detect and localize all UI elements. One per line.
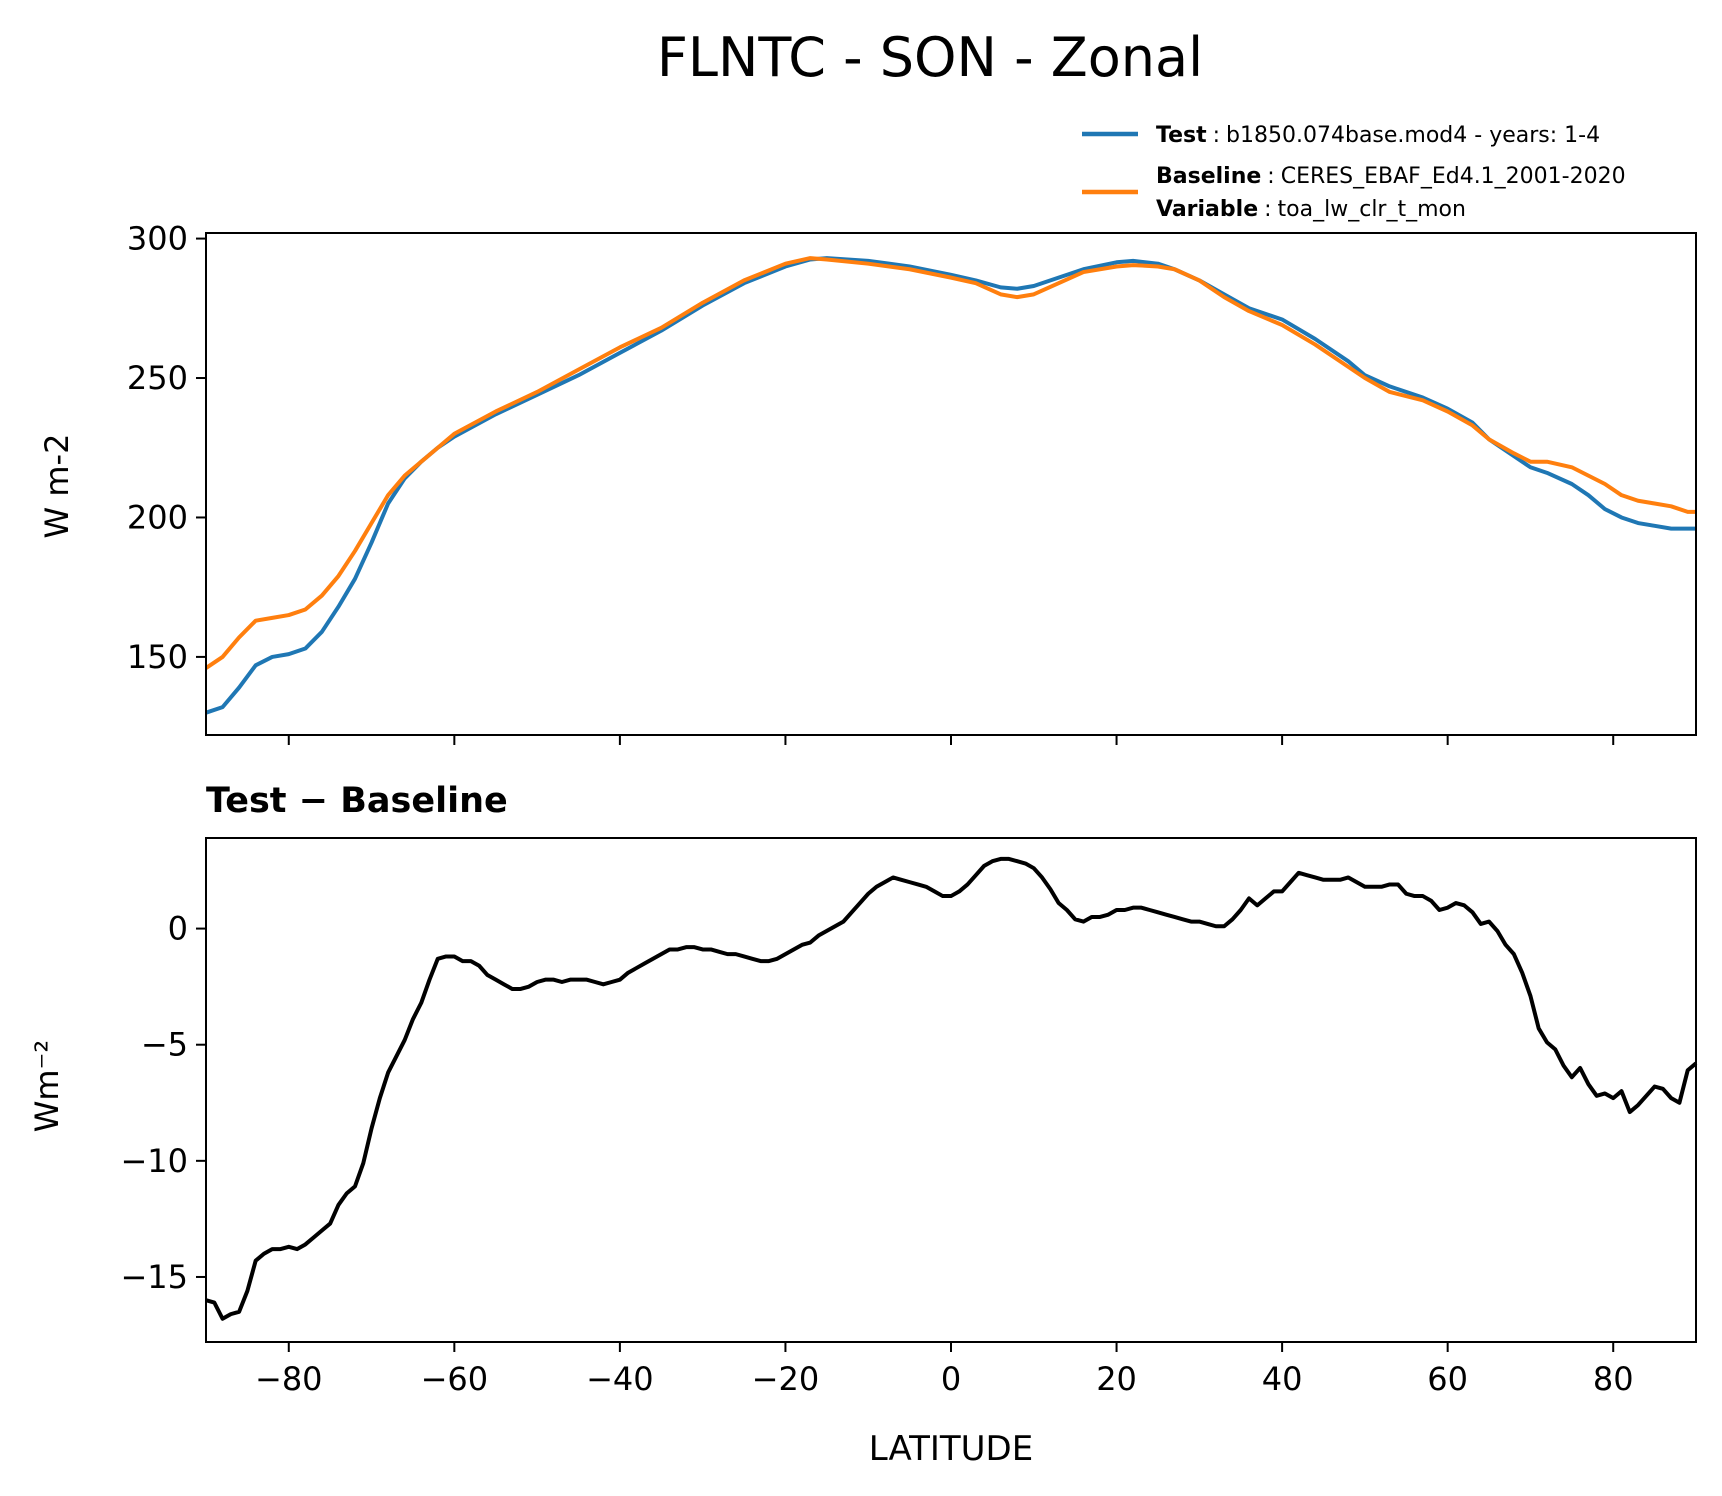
bottom-xtick-label: 0	[941, 1360, 961, 1398]
top-series-line-baseline	[204, 256, 1696, 670]
bottom-xtick-label: 20	[1096, 1360, 1137, 1398]
legend-variable-text: toa_lw_clr_t_mon	[1278, 197, 1466, 222]
bottom-axes-frame	[205, 837, 1697, 1343]
top-x-ticks	[287, 735, 1615, 745]
bottom-xtick-label: −40	[586, 1360, 654, 1398]
legend: Test: b1850.074base.mod4 - years: 1-4 Bas…	[1082, 123, 1626, 222]
bottom-ytick-label: −15	[120, 1258, 188, 1296]
legend-baseline-sep: :	[1267, 164, 1274, 189]
top-axes-frame	[205, 232, 1697, 736]
bottom-series-group	[205, 856, 1698, 1321]
bottom-x-ticks: −80 −60 −40 −20 0 20 40 60 80	[255, 1342, 1634, 1398]
bottom-xtick-label: −60	[421, 1360, 489, 1398]
legend-baseline-key: Baseline	[1156, 164, 1261, 189]
legend-test-sep: :	[1213, 123, 1220, 148]
bottom-y-ticks: −15 −10 −5 0	[120, 910, 206, 1296]
top-panel: W m-2 150 200 250 300	[38, 220, 1697, 745]
top-series-line-test	[205, 256, 1696, 715]
bottom-xtick-label: −20	[752, 1360, 820, 1398]
top-ytick-label: 200	[127, 498, 188, 536]
legend-variable-entry: Variable: toa_lw_clr_t_mon	[1156, 197, 1466, 222]
legend-variable-sep: :	[1264, 197, 1271, 222]
bottom-panel: Test − Baseline Wm⁻² −15 −10 −5 0 −80 −60 −40…	[28, 781, 1698, 1469]
bottom-panel-title: Test − Baseline	[206, 781, 508, 821]
legend-test-text: b1850.074base.mod4 - years: 1-4	[1226, 123, 1600, 148]
legend-test-entry: Test: b1850.074base.mod4 - years: 1-4	[1156, 123, 1600, 148]
legend-baseline-entry: Baseline: CERES_EBAF_Ed4.1_2001-2020	[1156, 164, 1626, 189]
legend-baseline-text: CERES_EBAF_Ed4.1_2001-2020	[1281, 164, 1626, 189]
legend-variable-key: Variable	[1156, 197, 1258, 222]
top-ylabel: W m-2	[38, 434, 76, 539]
bottom-xtick-label: 80	[1593, 1360, 1634, 1398]
bottom-series-line-0	[205, 856, 1698, 1321]
top-series-group	[204, 256, 1696, 715]
bottom-ytick-label: −10	[120, 1142, 188, 1180]
bottom-ylabel: Wm⁻²	[28, 1040, 66, 1133]
bottom-ytick-label: −5	[141, 1026, 188, 1064]
top-ytick-label: 250	[127, 359, 188, 397]
top-ytick-label: 150	[127, 638, 188, 676]
legend-test-key: Test	[1156, 123, 1207, 148]
top-ytick-label: 300	[127, 220, 188, 258]
top-y-ticks: 150 200 250 300	[127, 220, 206, 676]
bottom-ytick-label: 0	[168, 910, 188, 948]
bottom-xlabel: LATITUDE	[869, 1429, 1033, 1469]
bottom-xtick-label: −80	[255, 1360, 323, 1398]
bottom-xtick-label: 60	[1427, 1360, 1468, 1398]
bottom-xtick-label: 40	[1262, 1360, 1303, 1398]
figure-title: FLNTC - SON - Zonal	[657, 26, 1203, 89]
